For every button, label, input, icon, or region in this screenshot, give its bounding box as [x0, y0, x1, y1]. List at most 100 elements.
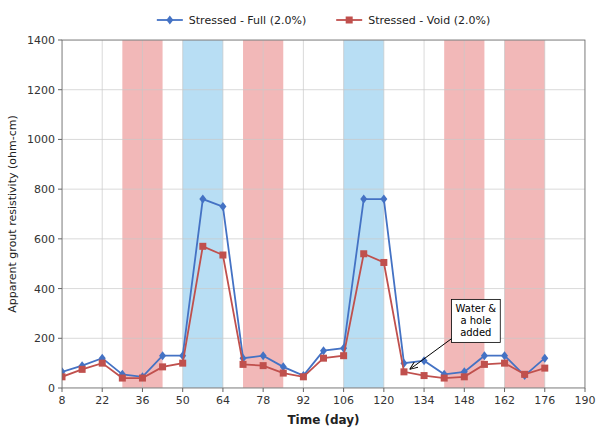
point: [461, 373, 468, 380]
grid-line: [62, 189, 585, 190]
point: [260, 362, 267, 369]
band: [183, 40, 223, 388]
legend-label: Stressed - Full (2.0%): [189, 14, 306, 27]
tick: [464, 388, 465, 392]
x-axis-label: Time (day): [287, 413, 359, 427]
tick: [58, 89, 62, 90]
grid-line: [62, 89, 585, 90]
tick-label: 134: [414, 394, 435, 407]
annotation-text: Water &a holeadded: [456, 303, 497, 338]
tick-label: 8: [59, 394, 66, 407]
legend-marker: [166, 16, 173, 25]
point: [79, 366, 86, 373]
grid-line: [62, 139, 585, 140]
point: [139, 375, 146, 382]
point: [400, 368, 407, 375]
tick-label: 22: [95, 394, 109, 407]
line: [62, 246, 545, 378]
point: [380, 195, 387, 204]
tick-label: 64: [216, 394, 230, 407]
grid-line: [424, 40, 425, 388]
grid-line: [102, 40, 103, 388]
grid-line: [62, 338, 585, 339]
grid-line: [142, 40, 143, 388]
tick: [182, 388, 183, 392]
point: [199, 195, 206, 204]
point: [521, 371, 528, 378]
tick-label: 1000: [27, 133, 55, 146]
point: [421, 372, 428, 379]
chart: 0200400600800100012001400822365064789210…: [0, 0, 600, 434]
tick-label: 78: [256, 394, 270, 407]
tick-label: 400: [34, 283, 55, 296]
point: [300, 371, 307, 380]
band: [122, 40, 162, 388]
point: [219, 202, 226, 211]
tick: [58, 388, 62, 389]
legend: Stressed - Full (2.0%)Stressed - Void (2…: [157, 14, 490, 27]
plot-frame: [62, 40, 585, 388]
tick-label: 162: [494, 394, 515, 407]
tick-label: 120: [373, 394, 394, 407]
point: [360, 250, 367, 257]
grid-line: [182, 40, 183, 388]
tick: [58, 189, 62, 190]
grid-line: [263, 40, 264, 388]
tick: [303, 388, 304, 392]
point: [501, 351, 508, 360]
tick: [102, 388, 103, 392]
plot-area: [62, 40, 585, 388]
point: [260, 351, 267, 360]
point: [139, 372, 146, 381]
point: [340, 352, 347, 359]
tick: [343, 388, 344, 392]
tick: [544, 388, 545, 392]
tick-label: 148: [454, 394, 475, 407]
tick-label: 600: [34, 233, 55, 246]
grid-line: [303, 40, 304, 388]
tick-label: 92: [296, 394, 310, 407]
tick-label: 190: [575, 394, 596, 407]
point: [62, 373, 66, 380]
point: [159, 351, 166, 360]
annotation: Water &a holeadded: [410, 299, 501, 369]
tick-label: 176: [534, 394, 555, 407]
tick: [58, 288, 62, 289]
point: [219, 252, 226, 259]
tick: [585, 388, 586, 392]
tick: [142, 388, 143, 392]
tick-label: 106: [333, 394, 354, 407]
tick: [504, 388, 505, 392]
tick: [62, 388, 63, 392]
grid-line: [62, 238, 585, 239]
y-axis-label: Apparent grout resistivity (ohm-cm): [6, 115, 19, 312]
tick-label: 50: [176, 394, 190, 407]
band: [505, 40, 545, 388]
point: [199, 243, 206, 250]
point: [240, 361, 247, 368]
grid-line: [343, 40, 344, 388]
grid-line: [504, 40, 505, 388]
tick: [263, 388, 264, 392]
tick-label: 36: [135, 394, 149, 407]
band: [243, 40, 283, 388]
series: [62, 243, 548, 382]
tick-label: 200: [34, 332, 55, 345]
legend-item: Stressed - Full (2.0%): [157, 14, 306, 27]
annotation-line: Water &: [456, 303, 497, 314]
point: [159, 363, 166, 370]
grid-line: [383, 40, 384, 388]
point: [481, 361, 488, 368]
point: [179, 360, 186, 367]
band: [344, 40, 384, 388]
grid-line: [544, 40, 545, 388]
annotation-line: added: [460, 327, 491, 338]
point: [360, 195, 367, 204]
point: [99, 360, 106, 367]
tick: [58, 338, 62, 339]
series: [62, 195, 548, 382]
point: [280, 370, 287, 377]
tick: [383, 388, 384, 392]
line: [62, 199, 545, 377]
annotation-box: [452, 299, 501, 342]
